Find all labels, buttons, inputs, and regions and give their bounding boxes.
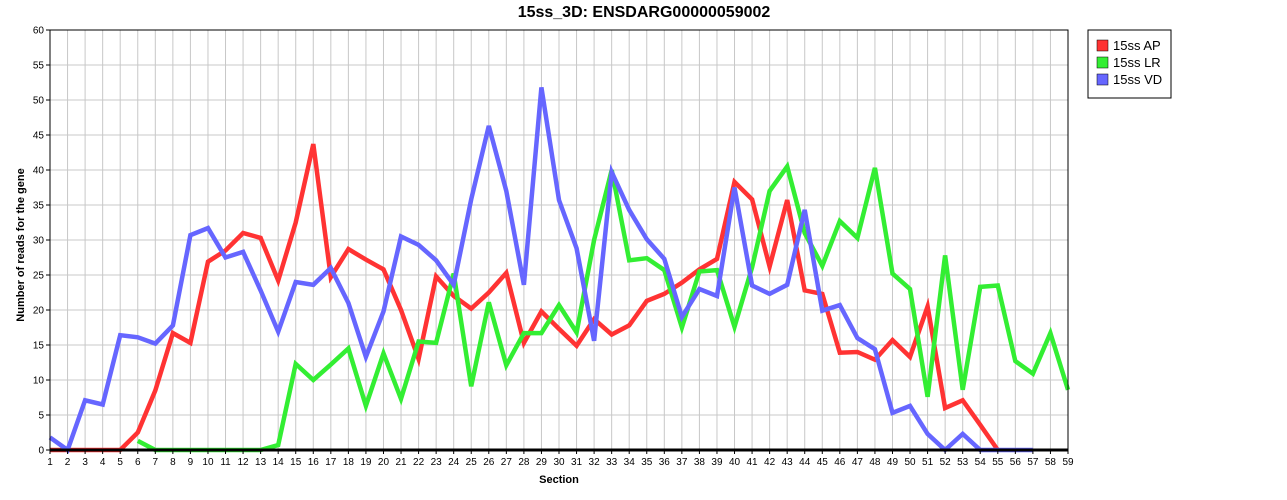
legend-swatch — [1096, 39, 1109, 52]
y-tick-label: 5 — [38, 411, 44, 422]
x-tick-label: 8 — [170, 457, 176, 468]
x-tick-label: 17 — [325, 457, 337, 468]
series-layer — [48, 87, 1071, 454]
legend-label: 15ss AP — [1113, 38, 1161, 53]
y-tick-label: 30 — [33, 236, 45, 247]
y-tick-label: 35 — [33, 201, 45, 212]
y-tick-label: 20 — [33, 306, 45, 317]
x-tick-label: 11 — [220, 457, 231, 468]
x-tick-label: 45 — [817, 457, 829, 468]
x-tick-label: 49 — [887, 457, 899, 468]
series-line-15ss-ap — [50, 143, 1000, 453]
x-tick-label: 35 — [641, 457, 653, 468]
x-tick-label: 42 — [764, 457, 776, 468]
x-tick-label: 44 — [799, 457, 811, 468]
legend-label: 15ss VD — [1113, 72, 1162, 87]
y-axis-ticks: 0 5 10 15 20 25 30 35 40 45 50 55 60 — [33, 26, 50, 457]
x-tick-label: 18 — [343, 457, 355, 468]
x-tick-label: 38 — [694, 457, 706, 468]
x-axis-title: Section — [539, 474, 579, 486]
legend-label: 15ss LR — [1113, 55, 1161, 70]
x-tick-label: 12 — [238, 457, 250, 468]
x-tick-label: 37 — [676, 457, 688, 468]
x-tick-label: 58 — [1045, 457, 1057, 468]
y-tick-label: 25 — [33, 271, 45, 282]
x-tick-label: 47 — [852, 457, 864, 468]
x-tick-label: 13 — [255, 457, 267, 468]
x-tick-label: 1 — [47, 457, 53, 468]
legend-swatch — [1096, 56, 1109, 69]
x-tick-label: 6 — [135, 457, 141, 468]
x-tick-label: 20 — [378, 457, 390, 468]
x-tick-label: 10 — [202, 457, 214, 468]
x-tick-label: 33 — [606, 457, 618, 468]
y-tick-label: 45 — [33, 131, 45, 142]
x-tick-label: 7 — [153, 457, 159, 468]
x-tick-label: 41 — [747, 457, 759, 468]
x-tick-label: 3 — [82, 457, 88, 468]
x-tick-label: 32 — [589, 457, 601, 468]
x-tick-label: 59 — [1062, 457, 1074, 468]
x-tick-label: 30 — [553, 457, 565, 468]
x-tick-label: 56 — [1010, 457, 1022, 468]
x-tick-label: 4 — [100, 457, 106, 468]
x-tick-label: 54 — [975, 457, 987, 468]
y-tick-label: 10 — [33, 376, 45, 387]
x-tick-label: 43 — [782, 457, 794, 468]
x-tick-label: 40 — [729, 457, 741, 468]
y-tick-label: 40 — [33, 166, 45, 177]
x-tick-label: 16 — [308, 457, 320, 468]
series-line-15ss-lr — [136, 161, 1071, 453]
x-tick-label: 55 — [992, 457, 1004, 468]
series-line-15ss-vd — [48, 87, 1033, 454]
x-tick-label: 25 — [466, 457, 478, 468]
x-tick-label: 31 — [571, 457, 583, 468]
y-tick-label: 15 — [33, 341, 45, 352]
x-tick-label: 53 — [957, 457, 969, 468]
x-tick-label: 23 — [431, 457, 443, 468]
x-tick-label: 14 — [273, 457, 285, 468]
x-tick-label: 19 — [360, 457, 372, 468]
x-tick-label: 24 — [448, 457, 460, 468]
x-tick-label: 57 — [1027, 457, 1039, 468]
y-axis-title: Number of reads for the gene — [15, 168, 27, 321]
x-tick-label: 28 — [518, 457, 530, 468]
x-tick-label: 9 — [188, 457, 194, 468]
x-tick-label: 39 — [711, 457, 723, 468]
x-tick-label: 21 — [395, 457, 407, 468]
x-tick-label: 29 — [536, 457, 548, 468]
x-tick-label: 2 — [65, 457, 71, 468]
legend-swatch — [1096, 73, 1109, 86]
x-tick-label: 48 — [869, 457, 881, 468]
chart-title: 15ss_3D: ENSDARG00000059002 — [518, 4, 771, 21]
x-tick-label: 50 — [904, 457, 916, 468]
y-tick-label: 55 — [33, 61, 45, 72]
legend: 15ss AP 15ss LR 15ss VD — [1087, 29, 1172, 99]
x-axis-ticks: 1 2 3 4 5 6 7 8 9 10 11 12 13 14 15 16 17 18 19 20 21 22 23 24 2… — [47, 450, 1074, 468]
x-tick-label: 34 — [624, 457, 636, 468]
y-tick-label: 50 — [33, 96, 45, 107]
x-tick-label: 36 — [659, 457, 671, 468]
x-tick-label: 15 — [290, 457, 302, 468]
x-tick-label: 51 — [922, 457, 934, 468]
x-tick-label: 27 — [501, 457, 513, 468]
y-tick-label: 60 — [33, 26, 45, 37]
y-tick-label: 0 — [38, 446, 44, 457]
x-tick-label: 52 — [940, 457, 952, 468]
x-tick-label: 5 — [117, 457, 123, 468]
x-tick-label: 46 — [834, 457, 846, 468]
x-tick-label: 22 — [413, 457, 425, 468]
plot-area: 1 2 3 4 5 6 7 8 9 10 11 12 13 14 15 16 17 18 19 20 21 22 23 24 2… — [33, 26, 1074, 469]
x-tick-label: 26 — [483, 457, 495, 468]
